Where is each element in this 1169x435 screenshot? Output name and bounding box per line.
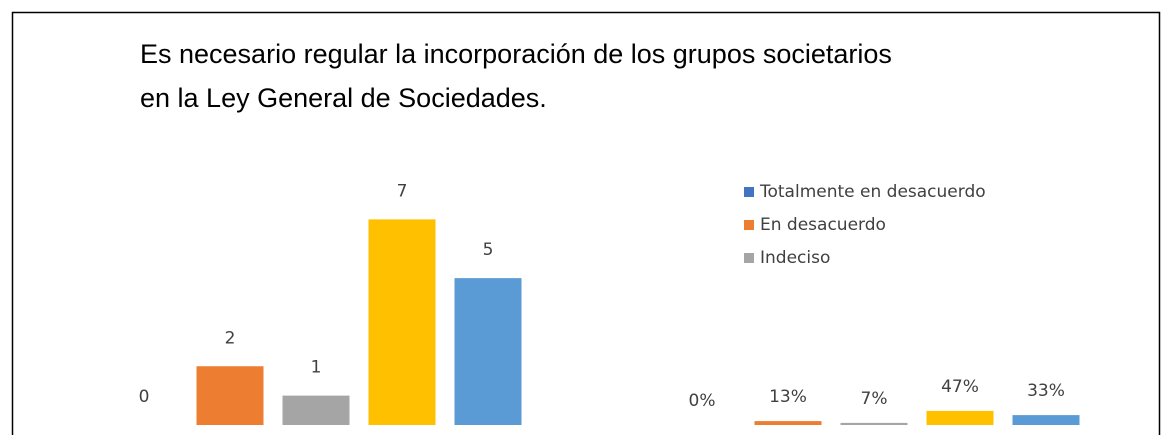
bar [454, 278, 522, 425]
bar [282, 395, 350, 425]
legend-label: Totalmente en desacuerdo [759, 182, 986, 202]
legend-swatch [744, 253, 754, 263]
value-label: 7 [397, 181, 408, 201]
bar [754, 421, 822, 425]
bar [840, 422, 908, 425]
bar [926, 410, 994, 425]
value-label: 5 [483, 240, 494, 260]
value-label: 2 [225, 328, 236, 348]
value-label: 1 [311, 358, 322, 378]
legend-label: En desacuerdo [760, 215, 886, 235]
value-label: 0 [139, 387, 150, 407]
chart-title: en la Ley General de Sociedades. [140, 83, 547, 113]
legend-swatch [744, 187, 754, 197]
chart-title: Es necesario regular la incorporación de… [140, 39, 892, 69]
value-label: 0% [689, 391, 716, 411]
bar [1012, 415, 1080, 425]
legend-swatch [744, 220, 754, 230]
value-label: 33% [1027, 381, 1065, 401]
value-label: 47% [941, 377, 979, 397]
bar [196, 366, 264, 425]
bar [368, 219, 436, 425]
value-label: 7% [861, 389, 888, 409]
legend-label: Indeciso [760, 248, 830, 268]
frame [11, 11, 1161, 435]
value-label: 13% [769, 387, 807, 407]
